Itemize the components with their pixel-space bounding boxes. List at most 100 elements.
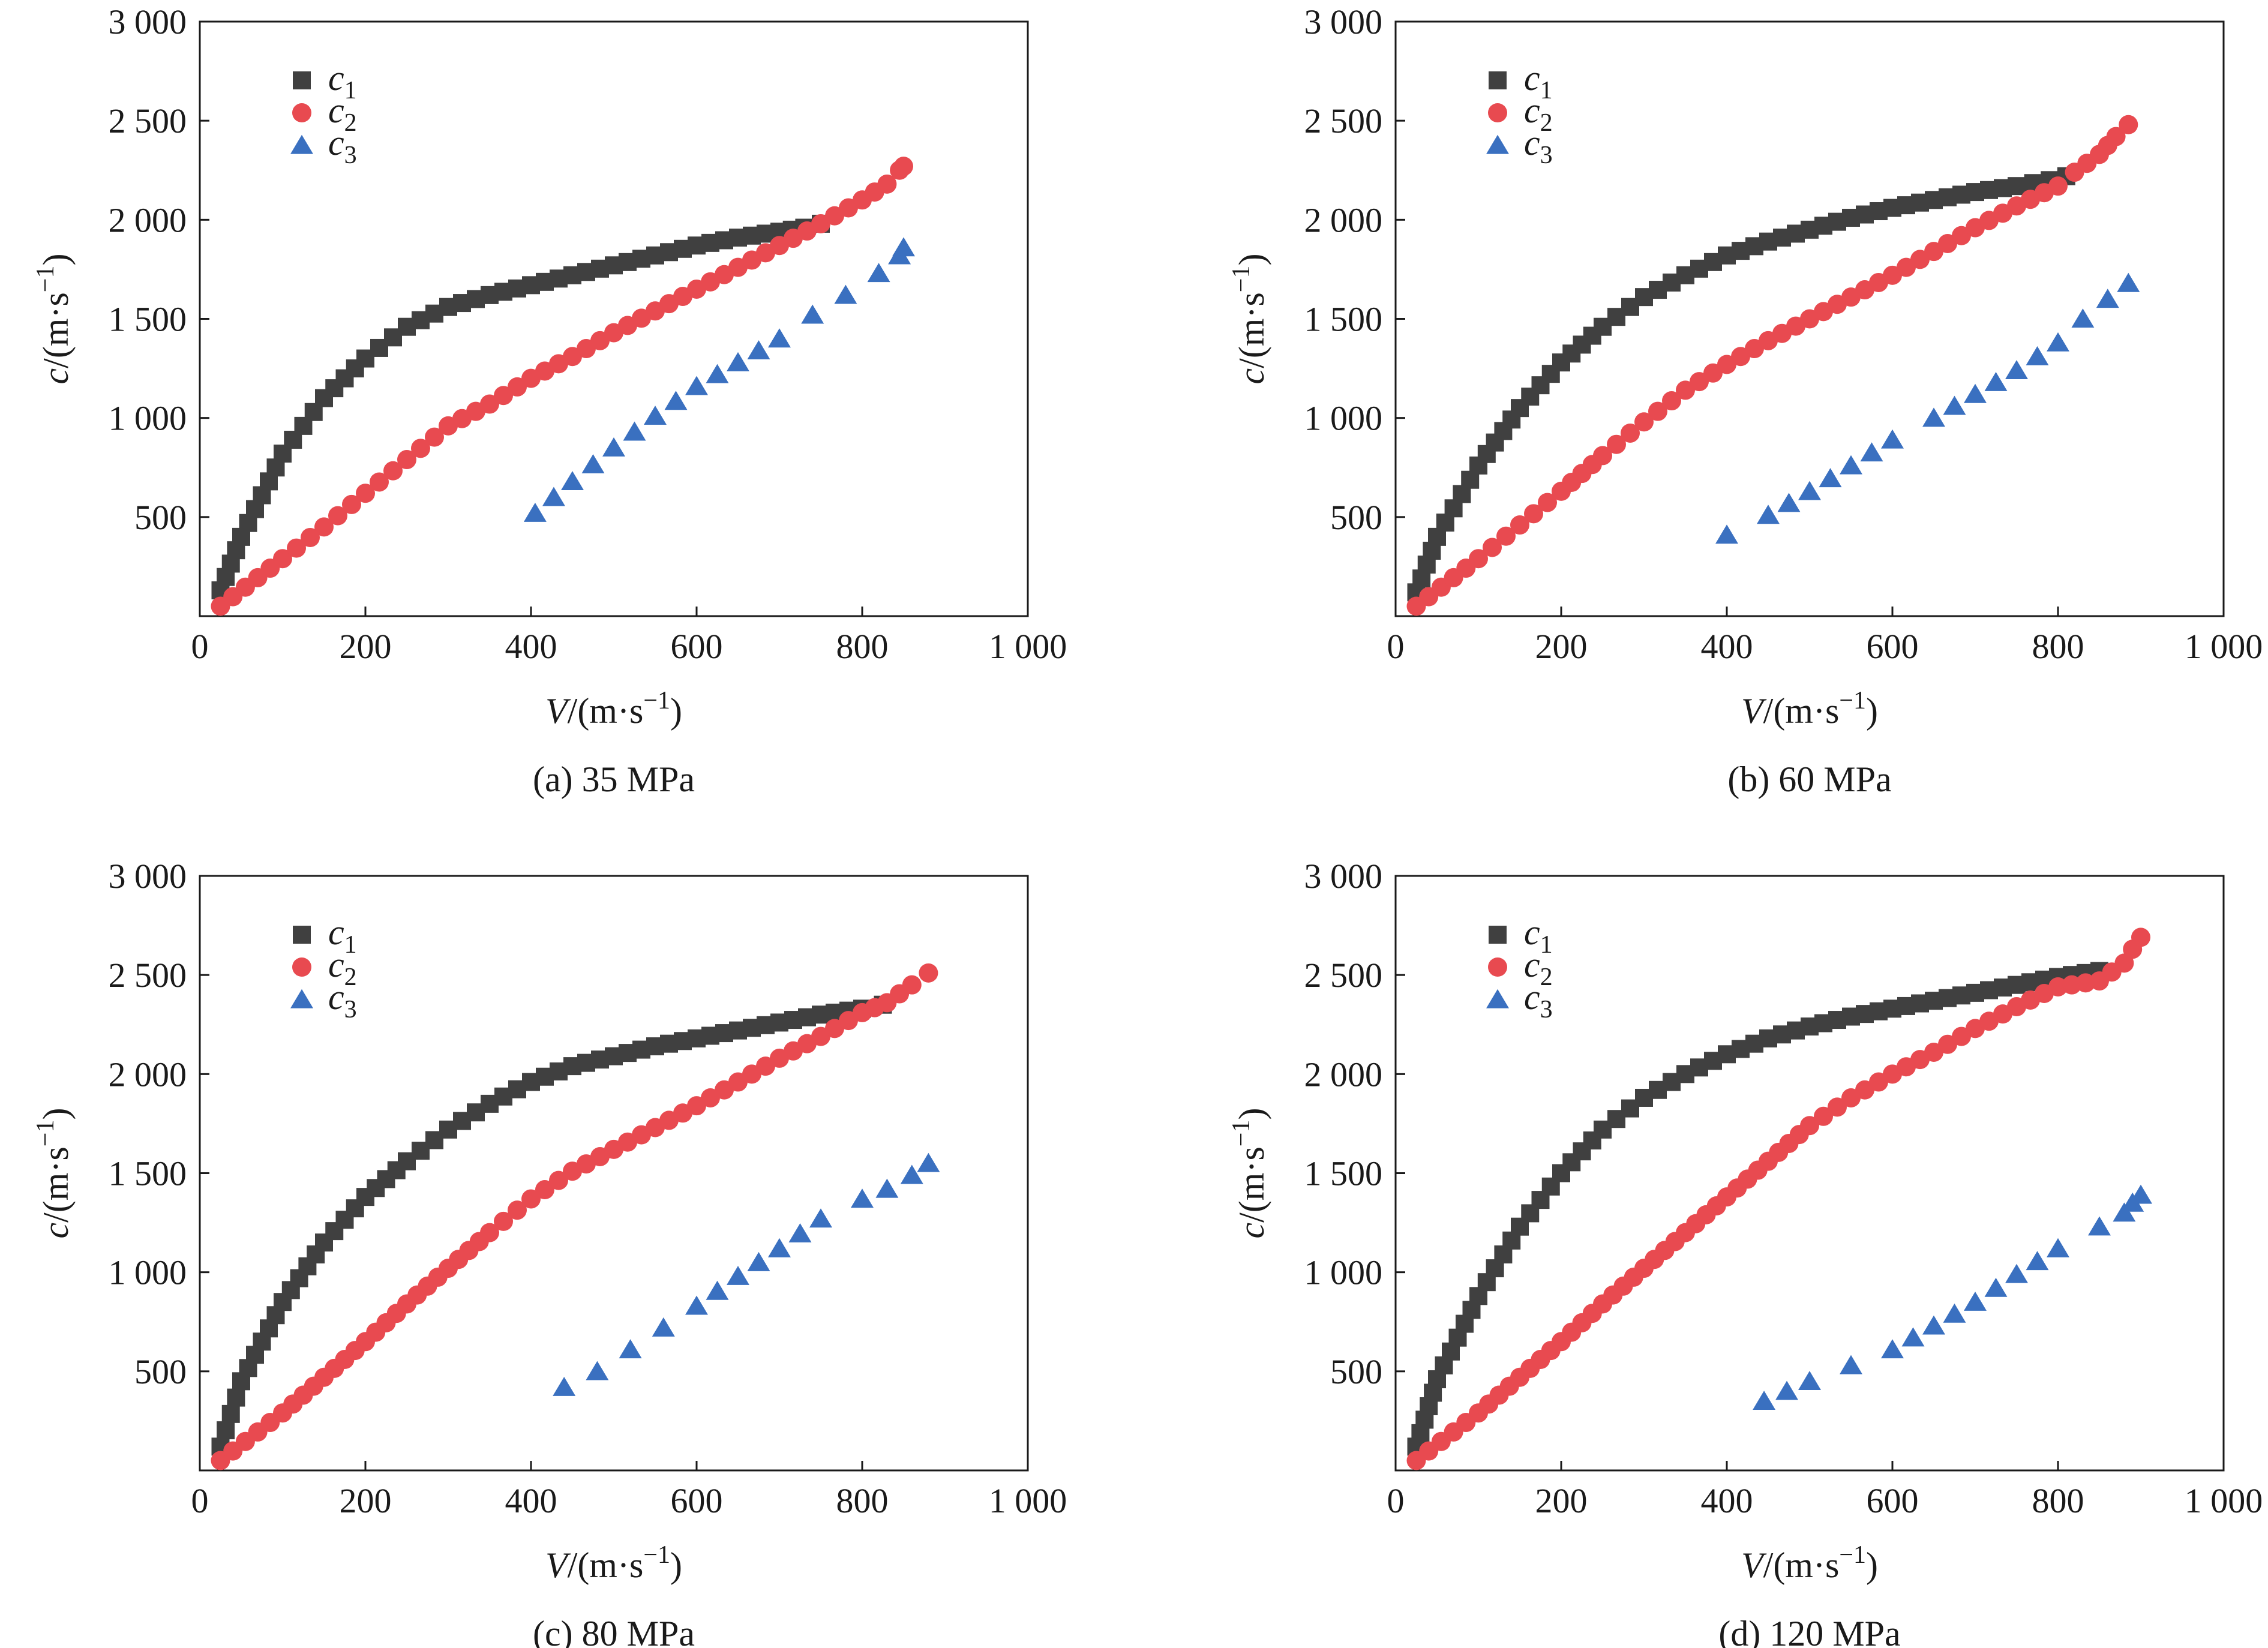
y-axis-title: c/(m·s−1) [32, 1108, 76, 1239]
data-point-c2 [1621, 423, 1640, 443]
data-point-c3 [809, 1208, 832, 1228]
data-point-c2 [2048, 176, 2068, 196]
legend-label: c3 [1524, 977, 1553, 1023]
data-point-c2 [301, 527, 320, 547]
series-c3 [1715, 272, 2140, 544]
x-tick-label: 0 [191, 1481, 209, 1520]
data-point-c2 [902, 975, 922, 995]
data-point-c3 [706, 364, 729, 383]
series-c2 [1406, 115, 2138, 616]
data-point-c2 [2119, 115, 2138, 134]
data-point-c3 [788, 1223, 812, 1242]
data-point-c3 [1901, 1327, 1925, 1347]
data-point-c3 [2113, 1202, 2136, 1222]
data-point-c2 [370, 472, 389, 492]
data-point-c3 [2005, 360, 2028, 380]
data-point-c2 [1703, 363, 1723, 383]
data-point-c3 [553, 1377, 576, 1396]
legend-label: c3 [328, 123, 357, 169]
x-tick-label: 200 [340, 627, 392, 666]
y-axis-title: c/(m·s−1) [1228, 254, 1271, 385]
data-point-c3 [1964, 383, 1987, 403]
series-c1 [1407, 962, 2108, 1456]
data-point-c2 [1662, 391, 1681, 411]
y-tick-label: 1 500 [1304, 300, 1383, 339]
x-axis-title: V/(m·s−1) [545, 687, 682, 731]
data-point-c3 [2129, 1184, 2152, 1204]
data-point-c3 [801, 304, 824, 324]
data-point-c3 [867, 263, 890, 283]
data-point-c2 [535, 1180, 554, 1200]
data-point-c2 [383, 461, 403, 481]
data-point-c3 [1881, 429, 1904, 449]
data-point-c3 [727, 1266, 749, 1285]
y-tick-label: 2 500 [109, 101, 187, 140]
x-tick-label: 600 [1867, 1481, 1919, 1520]
data-point-c2 [919, 963, 938, 983]
data-point-c2 [1510, 515, 1529, 535]
data-point-c3 [685, 376, 708, 395]
y-tick-label: 1 000 [109, 1253, 187, 1292]
x-tick-label: 1 000 [2185, 627, 2263, 666]
data-point-c3 [1840, 455, 1862, 475]
data-point-c3 [917, 1152, 940, 1172]
y-tick-label: 2 500 [109, 956, 187, 995]
data-point-c3 [1798, 481, 1821, 500]
data-point-c2 [508, 377, 527, 397]
data-point-c3 [1922, 1315, 1945, 1335]
data-point-c3 [768, 328, 791, 348]
x-tick-label: 200 [340, 1481, 392, 1520]
x-axis-title: V/(m·s−1) [545, 1541, 682, 1585]
y-axis-title: c/(m·s−1) [1228, 1108, 1271, 1239]
data-point-c3 [685, 1295, 708, 1315]
data-point-c2 [1483, 538, 1502, 557]
x-tick-label: 400 [505, 1481, 557, 1520]
data-point-c2 [2106, 127, 2126, 146]
y-tick-label: 1 000 [109, 399, 187, 438]
data-point-c3 [851, 1188, 874, 1208]
data-point-c2 [894, 157, 913, 176]
data-point-c3 [1984, 1277, 2008, 1297]
chart-panel-2: 0 200 400 600 800 1 000 500 1 000 1 500 2 000 2 50… [1228, 2, 2263, 799]
data-point-c3 [900, 1164, 923, 1184]
y-tick-label: 500 [1330, 498, 1382, 537]
legend-marker-c3 [290, 989, 313, 1008]
panel-caption: (a) 35 MPa [533, 760, 695, 799]
data-point-c2 [508, 1200, 527, 1220]
data-point-c3 [2071, 308, 2095, 328]
panel-caption: (d) 120 MPa [1718, 1614, 1900, 1648]
legend-marker-c1 [293, 926, 311, 944]
data-point-c3 [1943, 1303, 1966, 1323]
legend-marker-c2 [1488, 957, 1507, 977]
data-point-c2 [1648, 401, 1667, 421]
data-point-c1 [227, 1388, 245, 1407]
legend-label: c3 [1524, 123, 1553, 169]
x-axis-title: V/(m·s−1) [1741, 687, 1878, 731]
chart-panel-3: 0 200 400 600 800 1 000 500 1 000 1 500 2 000 2 50… [32, 857, 1067, 1648]
panel-caption: (b) 60 MPa [1727, 760, 1891, 799]
chart-panel-1: 0 200 400 600 800 1 000 500 1 000 1 500 2 000 2 50… [32, 2, 1067, 799]
x-tick-label: 0 [1387, 1481, 1405, 1520]
series-c2 [211, 963, 938, 1470]
x-tick-label: 400 [1701, 1481, 1753, 1520]
data-point-c3 [623, 421, 646, 441]
data-point-c2 [1814, 1106, 1833, 1126]
legend-marker-c2 [292, 957, 311, 977]
legend-label: c1 [328, 912, 357, 959]
data-point-c2 [287, 538, 306, 558]
series-c3 [523, 237, 915, 522]
data-point-c3 [1984, 371, 2008, 391]
data-point-c3 [2117, 272, 2140, 292]
data-point-c2 [356, 484, 375, 503]
legend-marker-c2 [292, 103, 311, 122]
data-point-c2 [1676, 380, 1695, 400]
series-c2 [1406, 927, 2150, 1470]
legend-label: c1 [1524, 912, 1553, 959]
data-point-c3 [2096, 289, 2119, 308]
y-tick-label: 3 000 [1304, 857, 1383, 896]
x-tick-label: 0 [1387, 627, 1405, 666]
y-tick-label: 2 500 [1304, 956, 1383, 995]
y-tick-label: 1 500 [109, 300, 187, 339]
